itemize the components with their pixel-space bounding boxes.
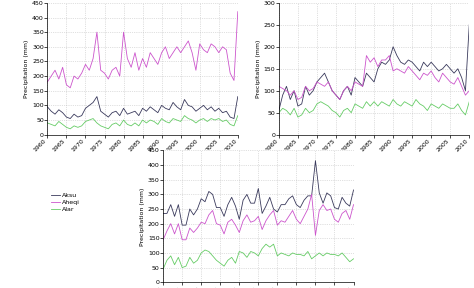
Kashi <box>263 242 269 246</box>
Aksu <box>231 117 237 120</box>
Keping <box>322 85 328 88</box>
Baicheng <box>466 23 472 26</box>
Kashi <box>290 251 295 255</box>
Aksu <box>45 105 50 109</box>
Legend: Aksu, Aheqi, Alar: Aksu, Aheqi, Alar <box>51 193 80 212</box>
Aksu <box>109 111 115 114</box>
Wuqia <box>297 222 303 226</box>
Line: Wuqia: Wuqia <box>163 194 354 240</box>
Kuche <box>337 115 343 119</box>
Baicheng <box>401 63 407 66</box>
Aheqi <box>67 86 73 90</box>
Baicheng <box>463 89 468 92</box>
Alar <box>235 114 241 117</box>
Keping <box>466 89 472 92</box>
Baicheng <box>276 109 282 112</box>
Aksu <box>67 117 73 120</box>
Line: Turgat: Turgat <box>163 161 354 225</box>
Line: Kashi: Kashi <box>163 244 354 269</box>
Kashi <box>160 267 166 271</box>
Alar <box>45 121 50 125</box>
Y-axis label: Precipitation (mm): Precipitation (mm) <box>24 39 29 98</box>
Turgat <box>351 188 356 192</box>
Alar <box>189 118 195 122</box>
Baicheng <box>413 65 419 68</box>
Kuche <box>322 102 328 106</box>
Kuche <box>295 115 301 119</box>
Aheqi <box>235 10 241 14</box>
Turgat <box>206 190 212 193</box>
Keping <box>337 98 343 101</box>
Alar <box>109 123 115 126</box>
Wuqia <box>351 203 356 206</box>
Aheqi <box>90 57 96 60</box>
Y-axis label: Precipitation (mm): Precipitation (mm) <box>140 187 145 246</box>
Baicheng <box>337 98 343 101</box>
Kashi <box>202 248 208 252</box>
Wuqia <box>347 217 353 221</box>
Kuche <box>421 104 427 108</box>
Alar <box>182 114 187 117</box>
Wuqia <box>221 232 227 236</box>
Line: Aksu: Aksu <box>47 96 238 119</box>
Turgat <box>290 194 295 198</box>
Kuche <box>463 113 468 117</box>
Turgat <box>301 198 307 202</box>
Kuche <box>390 98 396 101</box>
Kuche <box>341 109 346 112</box>
Aheqi <box>174 45 180 49</box>
Kuche <box>466 100 472 103</box>
Line: Baicheng: Baicheng <box>279 25 469 111</box>
Aksu <box>94 95 100 98</box>
Aheqi <box>109 69 115 72</box>
Baicheng <box>333 93 339 97</box>
Aheqi <box>185 39 191 43</box>
Aksu <box>235 95 241 98</box>
Legend: Baicheng, Keping, Kuche: Baicheng, Keping, Kuche <box>282 193 323 212</box>
Turgat <box>221 215 227 218</box>
Keping <box>421 71 427 75</box>
Turgat <box>225 203 231 206</box>
Keping <box>364 54 369 57</box>
Kashi <box>221 264 227 268</box>
Alar <box>67 127 73 130</box>
Line: Aheqi: Aheqi <box>47 12 238 88</box>
Aksu <box>178 108 183 111</box>
Turgat <box>313 159 319 162</box>
Line: Kuche: Kuche <box>279 100 469 117</box>
Turgat <box>347 204 353 208</box>
Alar <box>106 127 111 130</box>
Kuche <box>276 111 282 114</box>
Baicheng <box>318 76 324 79</box>
Wuqia <box>309 193 314 196</box>
Keping <box>409 69 415 73</box>
Kashi <box>351 257 356 261</box>
Wuqia <box>286 215 292 218</box>
Kuche <box>409 104 415 108</box>
Aksu <box>189 105 195 109</box>
Aheqi <box>231 79 237 82</box>
Kashi <box>218 262 223 265</box>
Turgat <box>179 223 185 227</box>
Turgat <box>160 212 166 215</box>
Line: Keping: Keping <box>279 56 469 100</box>
Alar <box>90 117 96 120</box>
Keping <box>341 89 346 92</box>
Wuqia <box>218 223 223 227</box>
Aksu <box>113 109 119 113</box>
Kashi <box>301 254 307 257</box>
Aksu <box>90 101 96 104</box>
Keping <box>295 98 301 101</box>
Line: Alar: Alar <box>47 115 238 129</box>
Alar <box>174 118 180 122</box>
Wuqia <box>160 238 166 242</box>
Kashi <box>347 260 353 264</box>
Aheqi <box>45 80 50 84</box>
Y-axis label: Precipitation (mm): Precipitation (mm) <box>256 39 261 98</box>
Wuqia <box>202 222 208 226</box>
Keping <box>463 93 468 97</box>
Alar <box>231 124 237 128</box>
Keping <box>276 85 282 88</box>
Aheqi <box>106 77 111 81</box>
